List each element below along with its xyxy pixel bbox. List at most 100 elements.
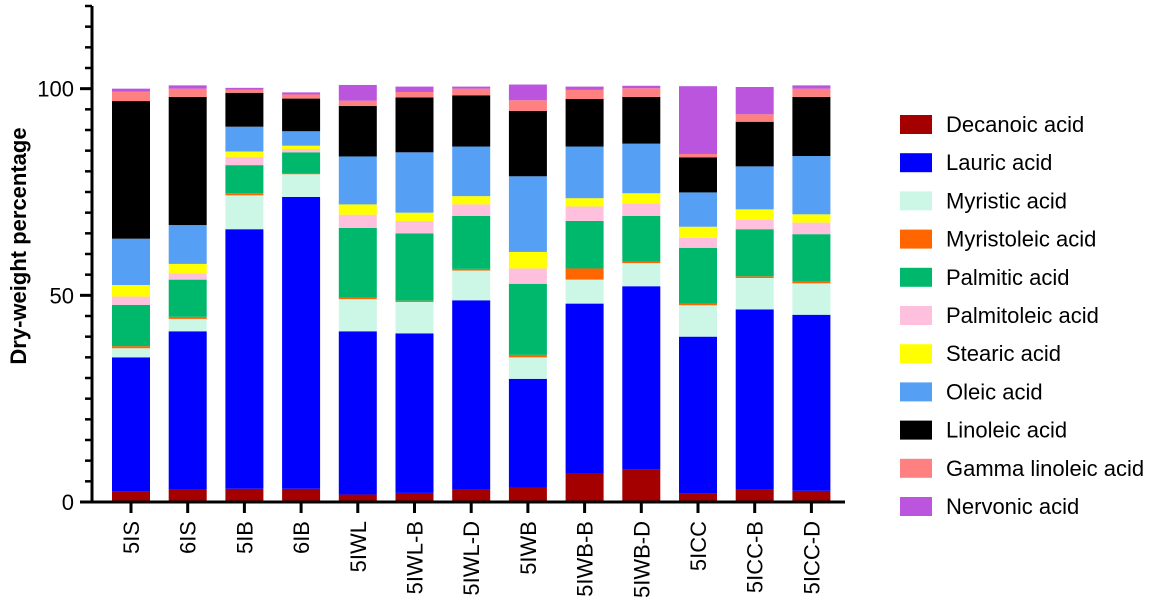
bar-segment [792, 214, 831, 223]
x-ticks-group: 5IS 6IS 5IB 6IB 5IWL 5IWL-B 5IWL-D 5IWB 5IWB-B 5I… [119, 502, 824, 598]
bar-segment [168, 279, 207, 317]
bar-segment [395, 233, 434, 301]
bar-segment [338, 297, 377, 300]
bar-segment [735, 219, 774, 230]
bar-segment [338, 100, 377, 107]
bar-segment [225, 87, 264, 90]
bar-segment [679, 493, 717, 502]
bar-segment [565, 268, 604, 280]
bar-segment [452, 300, 491, 490]
bar-segment [395, 97, 434, 153]
bar-segment [735, 277, 774, 310]
legend-label: Gamma linoleic acid [946, 456, 1144, 481]
bar-segment [452, 268, 491, 271]
bar-segment [338, 331, 377, 495]
bar-segment [395, 91, 434, 98]
bar-segment [225, 229, 264, 489]
x-tick-label: 5ICC-B [743, 521, 768, 593]
y-tick-label: 100 [37, 77, 74, 102]
bar-segment [565, 99, 604, 147]
bar-segment [792, 88, 831, 97]
bar-segment [282, 196, 321, 489]
bar-segment [679, 157, 717, 193]
legend-swatch [900, 344, 932, 364]
bar-segment [168, 96, 207, 226]
bar-segment [735, 87, 774, 115]
bar-segment [282, 131, 321, 146]
x-tick-label: 5ICC [686, 521, 711, 571]
bar-segment [508, 354, 547, 358]
bar-segment [679, 153, 717, 158]
bar-segment [282, 94, 321, 99]
legend-swatch [900, 153, 932, 173]
bar-segment [395, 220, 434, 234]
bar-segment [735, 489, 774, 502]
bar-segment [452, 489, 491, 502]
bar-segment [508, 176, 547, 252]
bar-segment [168, 225, 207, 264]
legend-label: Myristic acid [946, 188, 1067, 213]
y-tick-label: 50 [50, 283, 74, 308]
bar-segment [168, 85, 207, 89]
bar-segment [112, 88, 150, 92]
bar-segment [282, 98, 321, 132]
bar-segment [168, 273, 207, 280]
bar-segment [168, 316, 207, 319]
bar-segment [338, 214, 377, 228]
legend-label: Linoleic acid [946, 418, 1067, 443]
bar-segment [225, 89, 264, 93]
bar-segment [452, 88, 491, 96]
bar-segment [508, 378, 547, 488]
bar-segment [168, 489, 207, 502]
bar-segment [338, 156, 377, 205]
bar-segment [225, 488, 264, 502]
bar-segment [622, 96, 661, 144]
bar-segment [338, 494, 377, 502]
bar-segment [679, 303, 717, 306]
x-tick-label: 5IWB-B [573, 521, 598, 597]
bar-segment [452, 196, 491, 205]
bar-segment [735, 276, 774, 278]
bar-segment [452, 86, 491, 89]
bar-segment [225, 195, 264, 230]
x-tick-label: 5IS [119, 521, 144, 554]
x-tick-label: 5IWB-D [629, 521, 654, 598]
bar-segment [735, 121, 774, 167]
legend-label: Myristoleic acid [946, 227, 1096, 252]
bar-segment [735, 209, 774, 220]
bar-segment [792, 234, 831, 282]
bar-segment [565, 86, 604, 90]
bar-segment [792, 85, 831, 89]
x-tick-label: 5ICC-D [799, 521, 824, 594]
bar-segment [508, 268, 547, 284]
bar-segment [112, 346, 150, 349]
x-tick-label: 6IB [289, 521, 314, 554]
bar-segment [112, 296, 150, 305]
bar-segment [735, 166, 774, 210]
bar-segment [225, 92, 264, 127]
bar-segment [622, 261, 661, 264]
bar-segment [112, 491, 150, 502]
bar-segment [679, 226, 717, 238]
bar-segment [338, 227, 377, 298]
bar-segment [168, 263, 207, 274]
bar-segment [452, 270, 491, 301]
legend-label: Oleic acid [946, 379, 1043, 404]
bar-segment [452, 146, 491, 197]
bar-segment [282, 145, 321, 150]
bar-segment [792, 281, 831, 284]
bar-segment [112, 357, 150, 492]
bar-segment [735, 114, 774, 122]
bar-segment [792, 96, 831, 157]
bar-segment [112, 101, 150, 239]
bar-segment [792, 283, 831, 315]
bar-segment [622, 263, 661, 287]
bar-segment [112, 348, 150, 358]
bar-segment [225, 165, 264, 194]
bar-segment [622, 203, 661, 216]
x-tick-label: 5IWL-B [403, 521, 428, 594]
bar-segment [792, 222, 831, 235]
bar-segment [395, 300, 434, 302]
legend-swatch [900, 267, 932, 287]
